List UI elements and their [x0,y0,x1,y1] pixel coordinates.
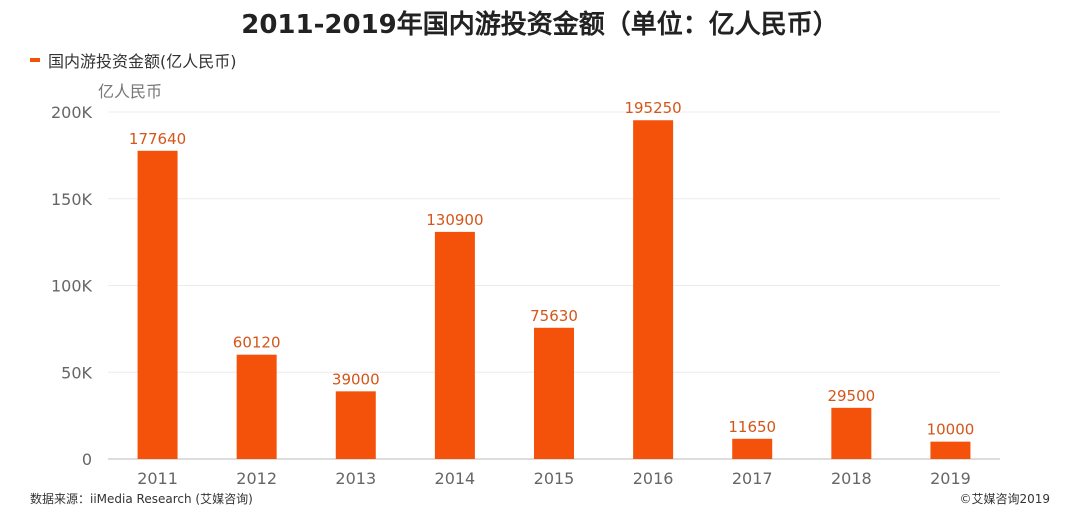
bar [930,441,971,459]
bar [335,391,376,459]
data-label: 177640 [129,130,186,148]
legend: 国内游投资金额(亿人民币) [30,48,237,72]
data-label: 10000 [927,421,975,439]
bar [434,231,475,459]
bar [534,327,574,459]
data-label: 60120 [233,334,281,352]
x-tick-label: 2012 [236,469,277,488]
data-label: 39000 [332,370,380,388]
x-tick-label: 2013 [335,469,376,488]
bar [732,438,773,459]
x-tick-label: 2018 [831,469,872,488]
y-tick-label: 0 [82,450,92,469]
data-label: 195250 [624,99,681,117]
data-label: 11650 [728,418,776,436]
y-tick-label: 200K [51,103,93,122]
x-tick-label: 2015 [534,469,575,488]
x-tick-label: 2019 [930,469,971,488]
bar [633,120,674,460]
legend-label: 国内游投资金额(亿人民币) [48,52,237,71]
x-tick-label: 2011 [137,469,178,488]
x-tick-label: 2016 [633,469,674,488]
y-tick-label: 150K [51,190,93,209]
copyright-note: ©艾媒咨询2019 [959,492,1050,506]
data-label: 75630 [530,307,578,325]
y-tick-label: 100K [51,277,93,296]
bar [831,407,872,459]
bar [137,150,178,459]
x-tick-label: 2014 [435,469,476,488]
data-label: 29500 [827,387,875,405]
source-note: 数据来源：iiMedia Research (艾媒咨询) [30,492,253,506]
y-axis-label: 亿人民币 [98,82,163,101]
chart-title: 2011-2019年国内游投资金额（单位：亿人民币） [241,10,839,40]
y-tick-label: 50K [61,363,92,382]
x-tick-label: 2017 [732,469,773,488]
legend-swatch [30,58,40,62]
bar [236,354,277,459]
data-label: 130900 [426,211,483,229]
